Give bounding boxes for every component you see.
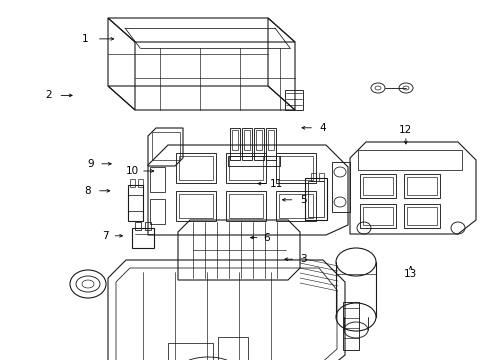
Text: 3: 3 <box>299 254 306 264</box>
Bar <box>152 132 180 160</box>
Bar <box>130 179 135 187</box>
Text: 10: 10 <box>125 166 138 176</box>
Text: 7: 7 <box>102 231 108 241</box>
Bar <box>229 128 240 160</box>
Text: 2: 2 <box>45 90 52 100</box>
Bar <box>132 228 154 248</box>
Bar <box>362 177 392 195</box>
Bar <box>242 128 251 160</box>
Bar <box>218 337 247 360</box>
Bar <box>253 128 264 160</box>
Bar <box>310 173 315 181</box>
Text: 1: 1 <box>82 34 89 44</box>
Bar <box>228 194 263 218</box>
Bar <box>150 199 164 224</box>
Bar <box>403 174 439 198</box>
Bar <box>145 222 151 230</box>
Text: 4: 4 <box>319 123 325 133</box>
Text: 6: 6 <box>263 233 269 243</box>
Bar <box>279 194 312 218</box>
Bar <box>225 153 265 183</box>
Bar <box>231 130 238 150</box>
Bar <box>168 343 213 360</box>
Text: 8: 8 <box>84 186 91 196</box>
Bar <box>307 181 324 217</box>
Text: 5: 5 <box>299 195 306 205</box>
Bar <box>128 195 142 211</box>
Bar <box>359 174 395 198</box>
Bar <box>357 150 461 170</box>
Text: 12: 12 <box>398 125 412 135</box>
Bar <box>228 156 263 180</box>
Bar <box>176 191 216 221</box>
Bar <box>406 177 436 195</box>
Bar <box>267 130 273 150</box>
Bar <box>318 173 324 181</box>
Bar <box>359 204 395 228</box>
Bar <box>256 130 262 150</box>
Text: 11: 11 <box>269 179 283 189</box>
Bar <box>285 90 303 110</box>
Bar <box>403 204 439 228</box>
Text: 13: 13 <box>403 269 417 279</box>
Bar <box>406 207 436 225</box>
Bar <box>244 130 249 150</box>
Bar <box>362 207 392 225</box>
Bar <box>150 167 164 192</box>
Bar <box>279 156 312 180</box>
Bar <box>275 191 315 221</box>
Bar <box>179 156 213 180</box>
Bar <box>135 222 141 230</box>
Bar <box>138 179 142 187</box>
Bar <box>275 153 315 183</box>
Bar <box>227 156 280 166</box>
Text: 9: 9 <box>87 159 94 169</box>
Bar <box>265 128 275 160</box>
Bar <box>176 153 216 183</box>
Bar <box>128 185 142 221</box>
Bar <box>305 178 326 220</box>
Bar <box>225 191 265 221</box>
Bar <box>179 194 213 218</box>
